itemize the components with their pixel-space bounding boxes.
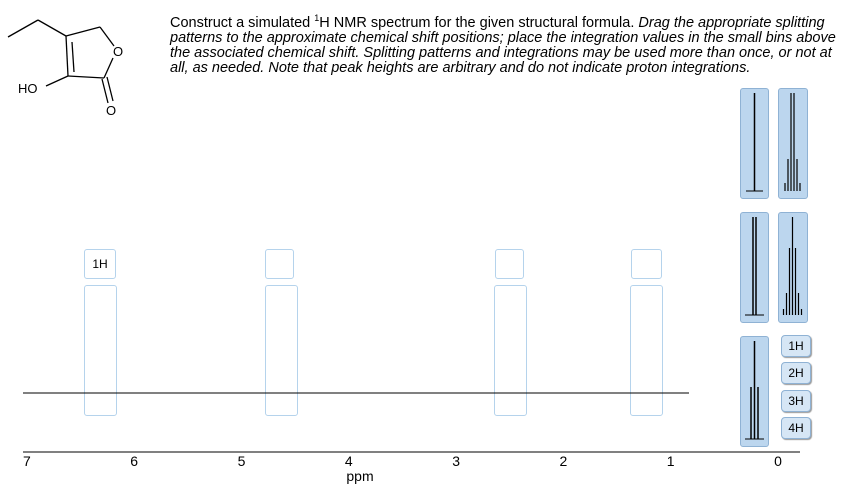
molecule: HO O O xyxy=(7,19,123,118)
instruction-text: Construct a simulated xyxy=(170,14,315,31)
pattern-bin[interactable] xyxy=(494,285,527,416)
splitting-pattern[interactable] xyxy=(778,88,808,199)
instruction-text: H NMR spectrum for the given structural … xyxy=(319,14,635,31)
splitting-pattern[interactable] xyxy=(740,88,769,199)
tick-label: 3 xyxy=(452,453,460,469)
atom-label: HO xyxy=(18,81,38,96)
axis-label: ppm xyxy=(346,468,374,484)
instruction-italic: Drag the appropriate splitting patterns … xyxy=(170,14,836,76)
pattern-bin[interactable] xyxy=(265,285,298,416)
integration-bin[interactable]: 1H xyxy=(84,249,116,279)
atom-label: O xyxy=(106,103,116,118)
pattern-bin[interactable] xyxy=(630,285,663,416)
splitting-pattern[interactable] xyxy=(778,212,808,323)
tick-label: 5 xyxy=(237,453,246,469)
integration-chip[interactable]: 4H xyxy=(781,416,811,439)
integration-chip[interactable]: 3H xyxy=(781,389,811,412)
splitting-pattern[interactable] xyxy=(740,336,769,447)
integration-bin[interactable] xyxy=(631,249,662,279)
tick-label: 7 xyxy=(22,453,31,469)
pattern-bin[interactable] xyxy=(84,285,117,416)
integration-bin[interactable] xyxy=(265,249,294,279)
instruction-sup: 1 xyxy=(314,13,320,23)
integration-chip[interactable]: 2H xyxy=(781,362,811,385)
tick-label: 6 xyxy=(130,453,139,469)
atom-label: O xyxy=(113,44,123,59)
splitting-pattern[interactable] xyxy=(740,212,769,323)
tick-label: 2 xyxy=(559,453,568,469)
tick-label: 4 xyxy=(344,453,353,469)
integration-chip[interactable]: 1H xyxy=(781,335,811,357)
tick-label: 0 xyxy=(774,453,782,469)
instructions: Construct a simulated 1H NMR spectrum fo… xyxy=(170,11,850,76)
tick-label: 1 xyxy=(666,453,675,469)
integration-bin[interactable] xyxy=(495,249,524,279)
